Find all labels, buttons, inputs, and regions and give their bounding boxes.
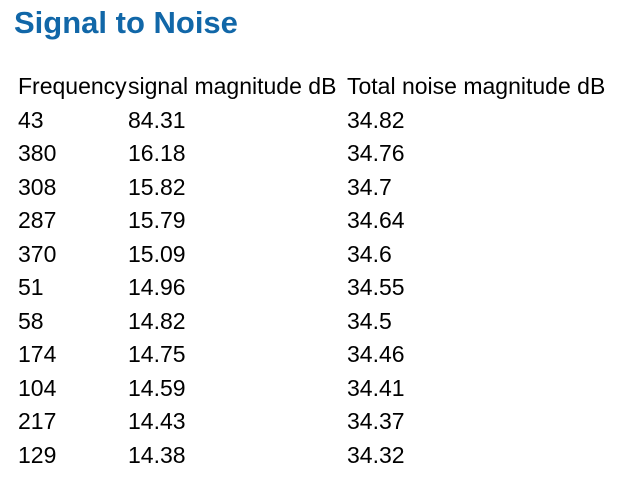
frequency-cell: 370 [18, 240, 57, 267]
table-body: 43 84.31 34.82 380 16.18 34.76 308 15.82… [18, 104, 605, 473]
column-header-signal-magnitude: signal magnitude dB [128, 73, 337, 99]
table-row: 370 15.09 34.6 [18, 238, 605, 272]
frequency-cell: 104 [18, 374, 57, 401]
frequency-cell: 308 [18, 173, 57, 200]
frequency-cell: 217 [18, 408, 57, 434]
table-row: 308 15.82 34.7 [18, 171, 605, 205]
signal-magnitude-cell: 15.09 [128, 240, 186, 267]
noise-magnitude-cell: 34.41 [347, 374, 405, 401]
frequency-cell: 51 [18, 274, 44, 300]
noise-magnitude-cell: 34.37 [347, 408, 405, 434]
column-header-frequency: Frequency [18, 73, 127, 99]
signal-magnitude-cell: 16.18 [128, 140, 186, 166]
frequency-cell: 58 [18, 307, 44, 334]
table-row: 380 16.18 34.76 [18, 137, 605, 171]
table-header-row: Frequency signal magnitude dB Total nois… [18, 70, 605, 104]
table-row: 129 14.38 34.32 [18, 439, 605, 473]
signal-magnitude-cell: 14.96 [128, 274, 186, 300]
signal-magnitude-cell: 15.79 [128, 207, 186, 233]
table-row: 287 15.79 34.64 [18, 204, 605, 238]
noise-magnitude-cell: 34.46 [347, 341, 405, 367]
signal-noise-table: Frequency signal magnitude dB Total nois… [18, 70, 605, 472]
signal-magnitude-cell: 14.75 [128, 341, 186, 367]
page-title: Signal to Noise [14, 5, 238, 40]
column-header-noise-magnitude: Total noise magnitude dB [347, 73, 606, 99]
frequency-cell: 380 [18, 140, 57, 166]
table-row: 51 14.96 34.55 [18, 271, 605, 305]
noise-magnitude-cell: 34.5 [347, 307, 392, 334]
frequency-cell: 43 [18, 106, 44, 133]
noise-magnitude-cell: 34.55 [347, 274, 405, 300]
noise-magnitude-cell: 34.6 [347, 240, 392, 267]
noise-magnitude-cell: 34.76 [347, 140, 405, 166]
signal-magnitude-cell: 14.43 [128, 408, 186, 434]
noise-magnitude-cell: 34.64 [347, 207, 405, 233]
noise-magnitude-cell: 34.32 [347, 441, 405, 468]
noise-magnitude-cell: 34.82 [347, 106, 405, 133]
signal-magnitude-cell: 14.82 [128, 307, 186, 334]
signal-magnitude-cell: 84.31 [128, 106, 186, 133]
frequency-cell: 174 [18, 341, 57, 367]
noise-magnitude-cell: 34.7 [347, 173, 392, 200]
signal-magnitude-cell: 14.38 [128, 441, 186, 468]
frequency-cell: 129 [18, 441, 57, 468]
table-row: 43 84.31 34.82 [18, 104, 605, 138]
report-page: Signal to Noise Frequency signal magnitu… [14, 5, 605, 472]
table-row: 217 14.43 34.37 [18, 405, 605, 439]
table-row: 58 14.82 34.5 [18, 305, 605, 339]
table-row: 174 14.75 34.46 [18, 338, 605, 372]
signal-magnitude-cell: 15.82 [128, 173, 186, 200]
frequency-cell: 287 [18, 207, 57, 233]
table-row: 104 14.59 34.41 [18, 372, 605, 406]
signal-magnitude-cell: 14.59 [128, 374, 186, 401]
